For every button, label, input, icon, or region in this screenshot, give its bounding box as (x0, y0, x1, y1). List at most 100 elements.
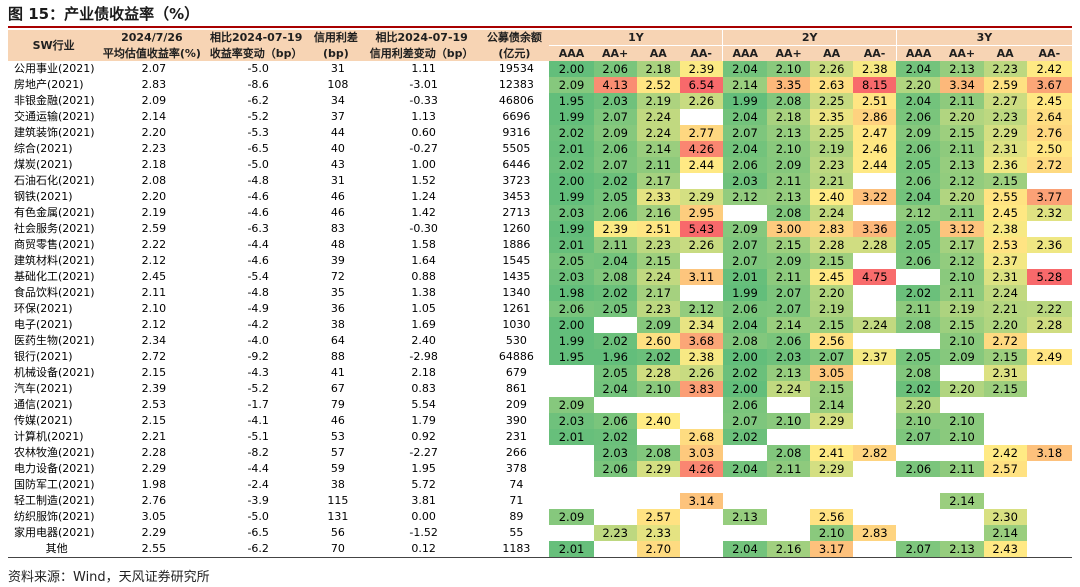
yield-cell: 2.09 (722, 221, 768, 237)
cell-avg: 2.20 (141, 126, 167, 139)
yield-cell: 2.33 (636, 525, 680, 541)
table-row: 电子(2021) 2.12 -4.2 38 1.69 1030 2.00 2.09 2.34 2.… (8, 317, 1072, 333)
yield-cell: 2.13 (722, 509, 768, 525)
industry-name: 家用电器(2021) (14, 526, 95, 539)
yield-cell: 2.07 (896, 541, 941, 558)
cell-chg: -4.9 (247, 302, 269, 315)
cell-spread-chg: 1.05 (411, 302, 436, 315)
yield-cell (940, 365, 983, 381)
yield-cell: 2.23 (810, 157, 854, 173)
yield-cell: 2.06 (722, 397, 768, 413)
industry-name: 汽车(2021) (14, 382, 73, 395)
yield-cell: 3.18 (1026, 445, 1072, 461)
yield-cell: 2.40 (636, 413, 680, 429)
yield-cell (896, 493, 940, 509)
cell-avg: 2.10 (141, 302, 167, 315)
yield-cell: 2.01 (549, 141, 594, 157)
yield-cell: 2.42 (983, 445, 1027, 461)
yield-cell: 2.18 (767, 109, 811, 125)
yield-cell (594, 509, 637, 525)
yield-cell: 2.11 (940, 93, 984, 109)
yield-cell: 2.13 (940, 61, 984, 77)
cell-spread-chg: 1.38 (411, 286, 436, 299)
cell-spread: 41 (330, 366, 345, 379)
yield-cell: 1.95 (549, 93, 594, 109)
cell-spread-chg: 1.42 (411, 206, 436, 219)
cell-spread: 46 (330, 190, 345, 203)
yield-cell (896, 509, 940, 525)
title-rule (8, 26, 1072, 28)
yield-cell (853, 413, 896, 429)
yield-cell (940, 445, 983, 461)
header-rating: AA- (1026, 45, 1072, 61)
yield-cell: 2.11 (767, 269, 811, 285)
yield-cell (1027, 365, 1072, 381)
yield-cell: 2.00 (549, 173, 594, 189)
yield-cell: 2.35 (810, 109, 854, 125)
yield-cell: 3.17 (810, 541, 854, 558)
yield-cell (593, 541, 637, 558)
cell-avg: 2.23 (141, 142, 167, 155)
yield-cell: 2.02 (896, 285, 941, 301)
industry-name: 房地产(2021) (14, 78, 84, 91)
yield-cell: 2.38 (853, 61, 897, 77)
yield-cell: 2.23 (593, 525, 637, 541)
cell-chg: -6.5 (247, 142, 269, 155)
yield-cell (680, 413, 723, 429)
cell-avg: 2.15 (141, 366, 167, 379)
industry-name: 煤炭(2021) (14, 158, 73, 171)
yield-cell: 2.13 (767, 125, 811, 141)
yield-cell: 6.54 (679, 77, 723, 93)
yield-cell: 2.20 (983, 317, 1027, 333)
yield-cell: 2.45 (1026, 93, 1072, 109)
cell-chg: -4.3 (247, 366, 269, 379)
yield-cell: 2.14 (722, 77, 768, 93)
yield-cell: 2.11 (767, 461, 811, 477)
cell-balance: 1260 (502, 222, 531, 235)
yield-cell: 4.75 (853, 269, 897, 285)
header-industry: SW行业 (8, 30, 100, 61)
yield-cell (1027, 285, 1072, 301)
yield-cell (680, 509, 723, 525)
cell-chg: -4.8 (247, 286, 269, 299)
yield-cell: 2.86 (853, 109, 897, 125)
yield-cell: 2.05 (593, 365, 637, 381)
yield-cell: 2.76 (1026, 125, 1072, 141)
yield-cell: 2.24 (636, 269, 680, 285)
yield-cell: 3.68 (679, 333, 723, 349)
cell-avg: 2.12 (141, 318, 167, 331)
yield-cell: 2.26 (679, 93, 723, 109)
yield-cell (853, 205, 896, 221)
yield-cell (853, 477, 896, 493)
yield-cell: 8.15 (853, 77, 897, 93)
cell-balance: 1435 (502, 270, 531, 283)
yield-cell (1027, 221, 1072, 237)
yield-cell (637, 493, 680, 509)
cell-chg: -9.2 (247, 350, 269, 363)
table-row: 社会服务(2021) 2.59 -6.3 83 -0.30 1260 1.99 2.39 2.5… (8, 221, 1072, 237)
cell-chg: -4.4 (247, 462, 269, 475)
yield-cell: 2.05 (896, 157, 941, 173)
yield-cell: 2.06 (593, 61, 637, 77)
table-row: 通信(2021) 2.53 -1.7 79 5.54 209 2.09 2.06 2.14 2.2… (8, 397, 1072, 413)
yield-cell: 2.23 (983, 61, 1027, 77)
cell-chg: -8.6 (247, 78, 269, 91)
header-rating: AAA (549, 45, 594, 61)
yield-cell: 2.10 (940, 333, 984, 349)
yield-cell (853, 429, 896, 445)
cell-avg: 2.15 (141, 414, 167, 427)
industry-name: 纺织服饰(2021) (14, 510, 95, 523)
yield-cell: 2.09 (940, 349, 984, 365)
cell-balance: 378 (505, 462, 527, 475)
yield-cell (549, 381, 593, 397)
yield-cell: 2.09 (549, 397, 594, 413)
yield-cell (594, 477, 637, 493)
cell-spread: 83 (330, 222, 345, 235)
cell-spread: 39 (330, 254, 345, 267)
yield-cell: 2.17 (636, 173, 680, 189)
yield-cell: 2.09 (549, 509, 594, 525)
yield-cell: 3.67 (1026, 77, 1072, 93)
yield-cell: 2.04 (593, 381, 637, 397)
cell-balance: 3453 (502, 190, 531, 203)
yield-cell: 2.20 (896, 397, 941, 413)
